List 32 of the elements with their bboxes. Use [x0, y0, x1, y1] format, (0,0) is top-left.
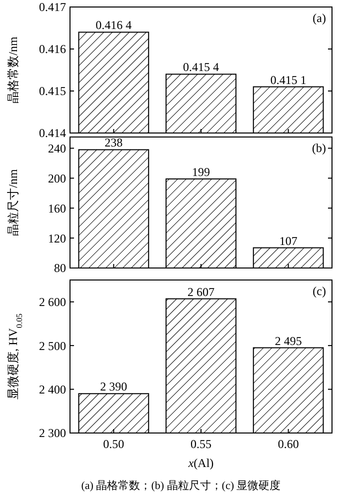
x-axis-title: x(Al)	[187, 456, 214, 470]
y-tick-label: 2 500	[39, 338, 66, 353]
y-tick-label: 200	[48, 171, 66, 186]
y-tick-label: 0.414	[39, 126, 66, 140]
y-tick-label: 160	[48, 201, 66, 216]
data-label: 2 607	[188, 284, 214, 299]
data-label: 107	[279, 234, 298, 248]
y-tick-label: 240	[48, 141, 66, 156]
data-label: 199	[192, 164, 210, 179]
y-tick-label: 120	[48, 231, 66, 246]
data-label: 2 390	[100, 380, 128, 394]
data-label: 0.415 4	[183, 60, 219, 74]
y-tick-label: 0.417	[39, 0, 66, 14]
x-tick-label: 0.60	[278, 437, 299, 451]
x-tick-label: 0.50	[103, 437, 124, 451]
y-tick-label: 2 300	[39, 426, 66, 440]
y-axis-title: 晶粒尺寸/nm	[6, 168, 20, 236]
y-tick-label: 2 600	[39, 295, 66, 310]
x-tick-label: 0.55	[190, 437, 212, 451]
data-label: 0.415 1	[270, 72, 306, 87]
y-tick-label: 2 400	[39, 382, 66, 396]
data-label: 0.416 4	[96, 18, 132, 32]
y-tick-label: 0.415	[39, 84, 66, 98]
y-axis-title: 晶格常数/nm	[6, 36, 20, 104]
y-tick-label: 80	[54, 261, 66, 276]
data-label: 238	[104, 136, 123, 150]
y-tick-label: 0.416	[39, 42, 66, 56]
annotation: (a)	[312, 11, 326, 25]
text: (a) 晶格常数；(b) 晶粒尺寸；(c) 显微硬度	[81, 479, 281, 492]
data-label: 2 495	[274, 334, 302, 348]
annotation: (c)	[312, 284, 326, 298]
annotation: (b)	[312, 141, 326, 155]
